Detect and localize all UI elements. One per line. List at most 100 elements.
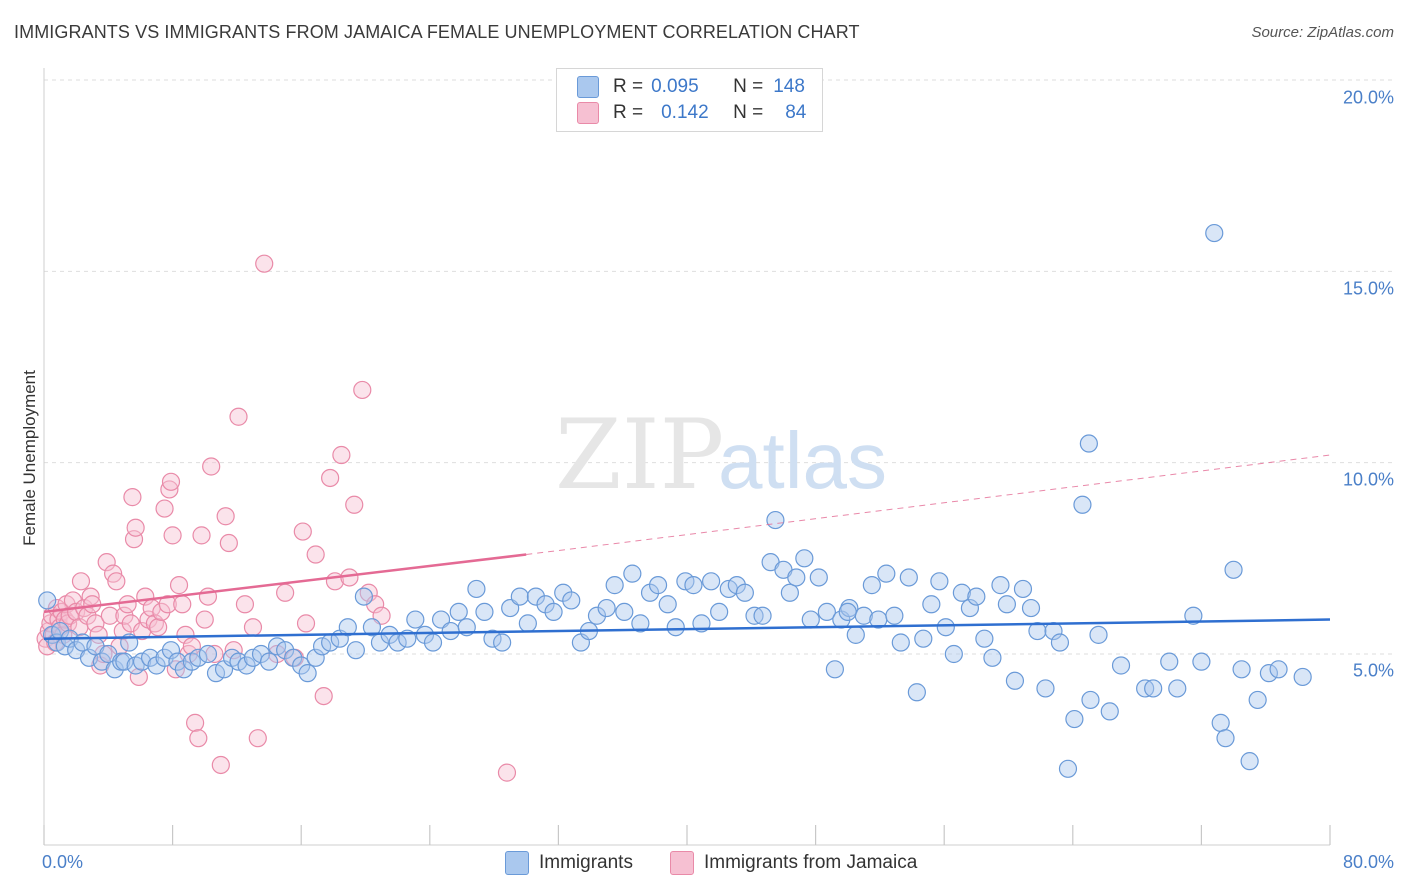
immigrants-point (518, 614, 537, 633)
immigrants-point (623, 564, 642, 583)
legend-item-immigrants[interactable]: Immigrants (505, 851, 633, 875)
watermark-atlas: atlas (718, 416, 887, 505)
legend-label-jamaica: Immigrants from Jamaica (704, 852, 918, 873)
immigrants-point (960, 598, 980, 618)
immigrants-point (587, 606, 607, 625)
immigrants-point (526, 587, 545, 606)
jamaica-point (129, 667, 148, 687)
immigrants-point (562, 591, 581, 610)
immigrants-point (1073, 495, 1092, 514)
immigrants-point (115, 652, 134, 671)
immigrants-point (1224, 560, 1243, 579)
immigrants-point (1248, 690, 1267, 710)
legend-r-value: 0.095 (651, 76, 699, 97)
jamaica-point (235, 595, 255, 614)
immigrants-point (1240, 752, 1259, 771)
stats-legend: R = 0.095 N = 148 R = 0.142 N = 84 (556, 68, 823, 132)
jamaica-point (189, 729, 208, 748)
immigrants-point (838, 602, 857, 622)
source-credit: Source: ZipAtlas.com (1251, 24, 1394, 41)
immigrants-point (817, 602, 836, 622)
immigrants-point (189, 648, 208, 667)
jamaica-point (86, 614, 105, 633)
immigrants-point (1021, 598, 1041, 618)
immigrants-point (891, 633, 910, 652)
jamaica-point (255, 254, 274, 273)
immigrants-point (1211, 713, 1230, 732)
immigrants-point (914, 629, 933, 648)
series-legend: Immigrants Immigrants from Jamaica (0, 851, 1406, 877)
legend-n-value: 84 (785, 102, 807, 123)
immigrants-point (1065, 709, 1084, 729)
x-tick-min: 0.0% (42, 852, 84, 872)
immigrants-point (475, 602, 494, 622)
jamaica-point (321, 468, 340, 488)
immigrants-point (406, 610, 425, 629)
legend-n-label: N = (733, 76, 764, 97)
jamaica-point (293, 522, 312, 541)
immigrants-point (631, 614, 650, 633)
legend-item-jamaica[interactable]: Immigrants from Jamaica (670, 851, 917, 875)
legend-swatch-blue (505, 851, 529, 875)
immigrants-point (753, 606, 772, 625)
chart-title: IMMIGRANTS VS IMMIGRANTS FROM JAMAICA FE… (14, 22, 860, 42)
immigrants-point (1216, 729, 1235, 748)
gridlines (44, 79, 1392, 655)
y-tick-10: 10.0% (1342, 469, 1394, 490)
immigrants-point (1144, 679, 1163, 698)
immigrants-point (825, 660, 844, 679)
zipatlas-watermark: ZIP atlas (555, 399, 887, 511)
immigrants-point (259, 652, 279, 671)
immigrants-point (346, 641, 365, 660)
immigrants-point (198, 644, 218, 664)
immigrants-point (809, 568, 828, 587)
jamaica-trend-line (43, 553, 527, 614)
immigrants-point (1192, 652, 1211, 671)
immigrants-point (493, 633, 512, 652)
immigrants-point (615, 602, 634, 622)
y-tick-15: 15.0% (1342, 278, 1394, 299)
legend-label-immigrants: Immigrants (539, 852, 633, 873)
immigrants-point (1168, 679, 1187, 698)
jamaica-point (161, 472, 181, 491)
immigrants-point (449, 602, 468, 622)
jamaica-point (186, 713, 205, 732)
jamaica-point (296, 614, 316, 633)
immigrants-point (658, 595, 677, 614)
immigrants-point (952, 583, 971, 602)
immigrants-point (795, 549, 814, 568)
immigrants-point (991, 576, 1010, 595)
immigrants-point (997, 595, 1016, 614)
immigrants-point (899, 568, 918, 587)
jamaica-point (243, 618, 263, 637)
immigrants-point (441, 621, 460, 641)
jamaica-point (118, 595, 137, 614)
immigrants-point (846, 625, 865, 644)
immigrants-point (1058, 759, 1078, 778)
legend-n-label: N = (733, 102, 764, 123)
y-tick-20: 20.0% (1342, 87, 1394, 108)
immigrants-point (1259, 664, 1279, 683)
jamaica-point (163, 526, 182, 545)
immigrants-point (467, 579, 486, 599)
jamaica-point (182, 637, 201, 656)
jamaica-point (158, 595, 177, 614)
jamaica-point (216, 507, 235, 526)
immigrants-point (735, 583, 754, 602)
immigrants-point (666, 618, 685, 637)
immigrants-point (907, 683, 926, 702)
immigrants-point (510, 587, 529, 606)
immigrants-point (1036, 679, 1055, 698)
immigrants-point (1293, 667, 1312, 687)
immigrants-point (161, 641, 181, 660)
jamaica-point (176, 625, 195, 644)
immigrants-point (306, 648, 325, 667)
immigrants-point (1160, 652, 1179, 671)
legend-row-immigrants: R = 0.095 N = 148 (577, 74, 805, 100)
immigrants-point (298, 664, 317, 683)
immigrants-point (362, 618, 382, 637)
y-tick-5: 5.0% (1352, 660, 1394, 681)
immigrants-point (702, 572, 721, 591)
jamaica-point (211, 755, 230, 775)
